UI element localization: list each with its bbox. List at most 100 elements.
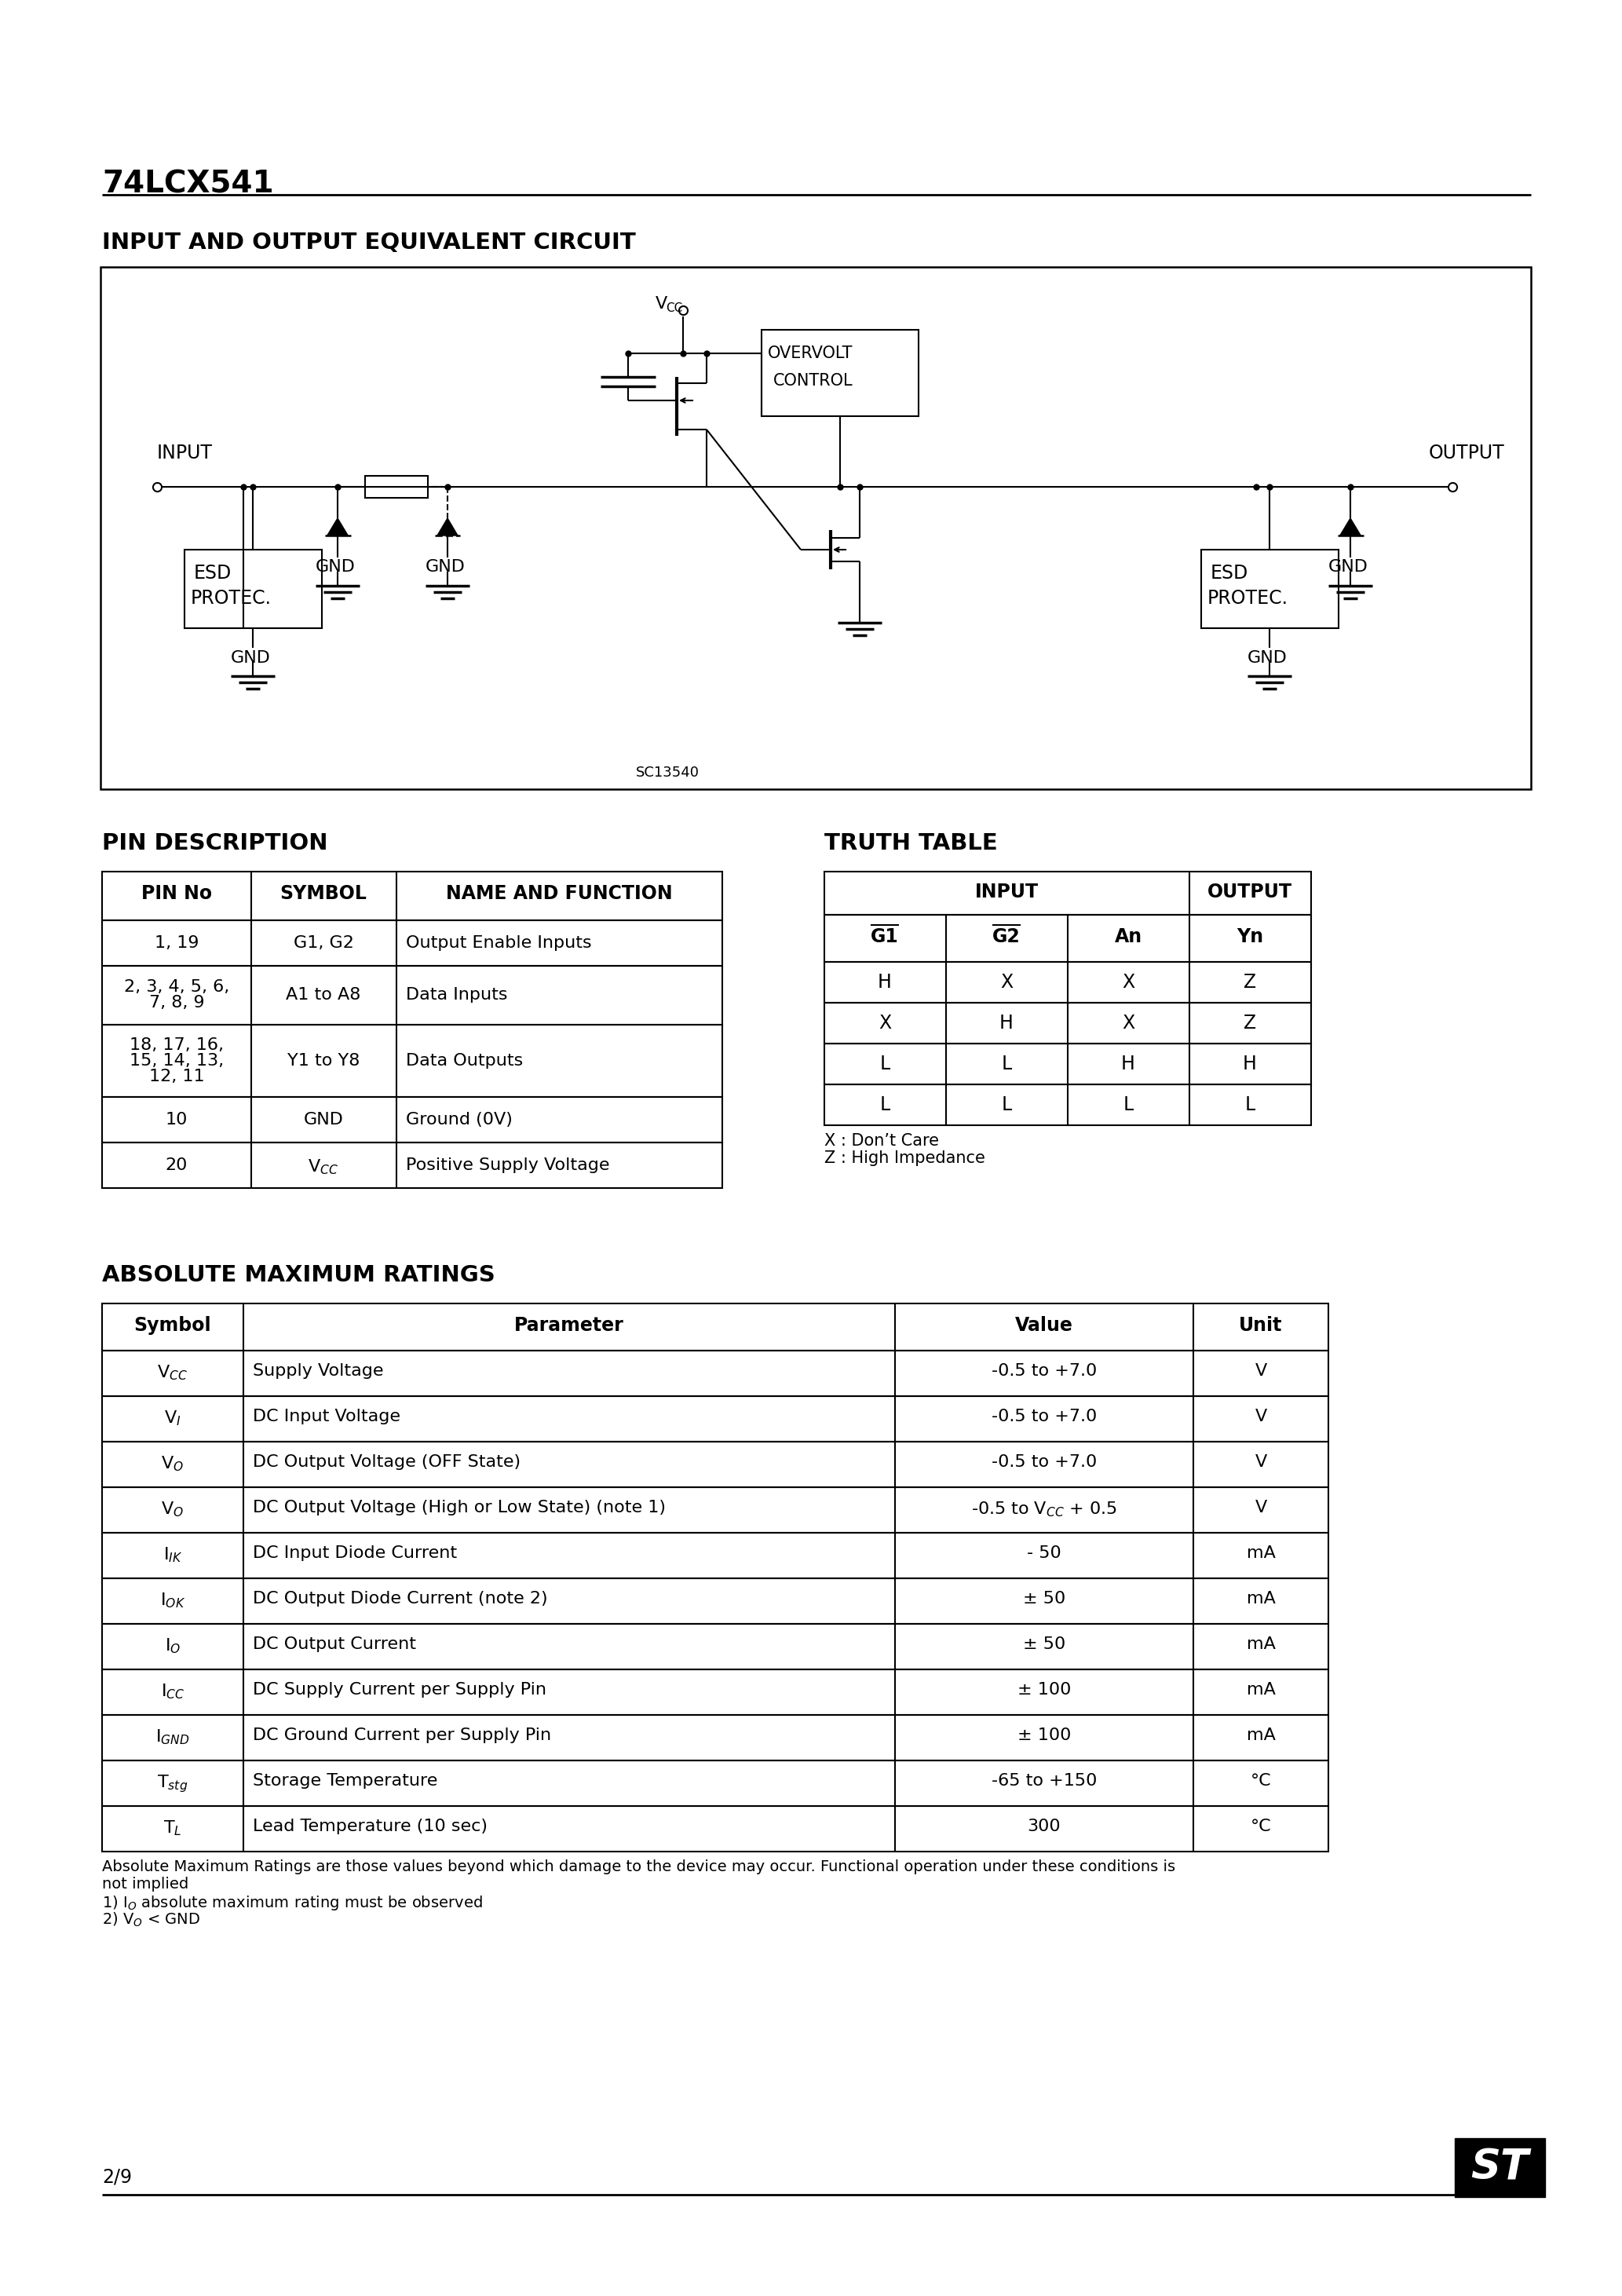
Text: DC Output Diode Current (note 2): DC Output Diode Current (note 2) — [253, 1591, 548, 1607]
Text: I$_{IK}$: I$_{IK}$ — [164, 1545, 182, 1564]
Text: DC Ground Current per Supply Pin: DC Ground Current per Supply Pin — [253, 1727, 551, 1743]
Bar — [824, 914, 1311, 962]
Text: °C: °C — [1251, 1773, 1272, 1789]
Bar — [185, 549, 321, 629]
Text: OUTPUT: OUTPUT — [1207, 882, 1293, 902]
Bar — [102, 1669, 1328, 1715]
Bar — [824, 872, 1311, 914]
Text: SC13540: SC13540 — [636, 765, 699, 781]
Bar — [102, 1623, 1328, 1669]
Bar — [102, 1442, 1328, 1488]
Text: OVERVOLT: OVERVOLT — [767, 344, 853, 360]
Text: X: X — [879, 1015, 890, 1033]
Text: DC Output Voltage (OFF State): DC Output Voltage (OFF State) — [253, 1453, 521, 1469]
Text: V$_{CC}$: V$_{CC}$ — [157, 1364, 188, 1382]
Text: G1: G1 — [871, 928, 899, 946]
Text: -0.5 to +7.0: -0.5 to +7.0 — [991, 1364, 1096, 1380]
Text: INPUT AND OUTPUT EQUIVALENT CIRCUIT: INPUT AND OUTPUT EQUIVALENT CIRCUIT — [102, 232, 636, 253]
Text: H: H — [878, 974, 892, 992]
Bar — [102, 1143, 722, 1187]
Text: GND: GND — [303, 1111, 344, 1127]
Text: INPUT: INPUT — [975, 882, 1038, 902]
Text: GND: GND — [1328, 560, 1369, 574]
Text: G2: G2 — [993, 928, 1020, 946]
Text: PROTEC.: PROTEC. — [1207, 588, 1288, 608]
Text: ABSOLUTE MAXIMUM RATINGS: ABSOLUTE MAXIMUM RATINGS — [102, 1265, 495, 1286]
Text: mA: mA — [1246, 1545, 1275, 1561]
Text: Unit: Unit — [1239, 1316, 1283, 1334]
Bar — [824, 962, 1311, 1003]
Text: A1 to A8: A1 to A8 — [285, 987, 362, 1003]
Text: - 50: - 50 — [1027, 1545, 1061, 1561]
Text: ± 50: ± 50 — [1023, 1591, 1066, 1607]
Text: H: H — [999, 1015, 1014, 1033]
Text: 74LCX541: 74LCX541 — [102, 170, 274, 200]
Bar — [102, 1097, 722, 1143]
Bar — [102, 1024, 722, 1097]
Bar — [824, 1084, 1311, 1125]
Text: L: L — [879, 1095, 890, 1114]
Bar — [102, 967, 722, 1024]
Text: -65 to +150: -65 to +150 — [991, 1773, 1096, 1789]
Text: Z : High Impedance: Z : High Impedance — [824, 1150, 985, 1166]
Text: GND: GND — [230, 650, 271, 666]
Text: Symbol: Symbol — [135, 1316, 211, 1334]
Text: -0.5 to V$_{CC}$ + 0.5: -0.5 to V$_{CC}$ + 0.5 — [972, 1499, 1118, 1518]
Bar — [102, 1807, 1328, 1851]
Text: Z: Z — [1244, 974, 1255, 992]
Text: PIN DESCRIPTION: PIN DESCRIPTION — [102, 833, 328, 854]
Text: ± 100: ± 100 — [1017, 1727, 1071, 1743]
Text: DC Supply Current per Supply Pin: DC Supply Current per Supply Pin — [253, 1683, 547, 1697]
Text: CONTROL: CONTROL — [774, 372, 853, 388]
Text: mA: mA — [1246, 1683, 1275, 1697]
Bar — [102, 1715, 1328, 1761]
Text: X: X — [1122, 1015, 1134, 1033]
Bar — [102, 1350, 1328, 1396]
Text: mA: mA — [1246, 1727, 1275, 1743]
Text: 15, 14, 13,: 15, 14, 13, — [130, 1054, 224, 1068]
Text: GND: GND — [1247, 650, 1288, 666]
Text: H: H — [1121, 1054, 1135, 1075]
Text: Y1 to Y8: Y1 to Y8 — [287, 1054, 360, 1068]
Text: H: H — [1242, 1054, 1257, 1075]
Text: Value: Value — [1015, 1316, 1074, 1334]
Text: CC: CC — [665, 303, 683, 315]
Text: -0.5 to +7.0: -0.5 to +7.0 — [991, 1410, 1096, 1424]
Text: L: L — [1244, 1095, 1255, 1114]
Text: I$_{GND}$: I$_{GND}$ — [156, 1727, 190, 1745]
Text: mA: mA — [1246, 1591, 1275, 1607]
Text: Ground (0V): Ground (0V) — [406, 1111, 513, 1127]
Bar — [102, 1304, 1328, 1350]
Text: I$_{O}$: I$_{O}$ — [165, 1637, 180, 1655]
Text: ESD: ESD — [195, 565, 232, 583]
Text: 2/9: 2/9 — [102, 2167, 131, 2186]
Text: PROTEC.: PROTEC. — [191, 588, 271, 608]
Text: INPUT: INPUT — [157, 443, 212, 461]
Text: GND: GND — [425, 560, 466, 574]
Text: Data Outputs: Data Outputs — [406, 1054, 522, 1068]
Text: I$_{OK}$: I$_{OK}$ — [161, 1591, 185, 1609]
Text: ST: ST — [1471, 2147, 1528, 2188]
Text: 20: 20 — [165, 1157, 188, 1173]
Text: GND: GND — [316, 560, 355, 574]
Text: not implied: not implied — [102, 1876, 188, 1892]
Text: L: L — [1122, 1095, 1134, 1114]
Text: Absolute Maximum Ratings are those values beyond which damage to the device may : Absolute Maximum Ratings are those value… — [102, 1860, 1176, 1874]
Text: X: X — [1122, 974, 1134, 992]
Polygon shape — [1340, 519, 1361, 535]
Text: 12, 11: 12, 11 — [149, 1068, 204, 1084]
Text: V$_{CC}$: V$_{CC}$ — [308, 1157, 339, 1176]
FancyBboxPatch shape — [1455, 2138, 1546, 2197]
Text: ± 100: ± 100 — [1017, 1683, 1071, 1697]
Bar — [102, 1761, 1328, 1807]
Text: T$_{L}$: T$_{L}$ — [164, 1818, 182, 1837]
Polygon shape — [438, 519, 457, 535]
Text: V: V — [1255, 1364, 1267, 1380]
Text: -0.5 to +7.0: -0.5 to +7.0 — [991, 1453, 1096, 1469]
Text: V: V — [655, 296, 668, 312]
Bar — [102, 1577, 1328, 1623]
Text: 18, 17, 16,: 18, 17, 16, — [130, 1038, 224, 1054]
Text: T$_{stg}$: T$_{stg}$ — [157, 1773, 188, 1793]
Text: L: L — [1001, 1054, 1012, 1075]
Text: V$_{O}$: V$_{O}$ — [161, 1499, 185, 1518]
